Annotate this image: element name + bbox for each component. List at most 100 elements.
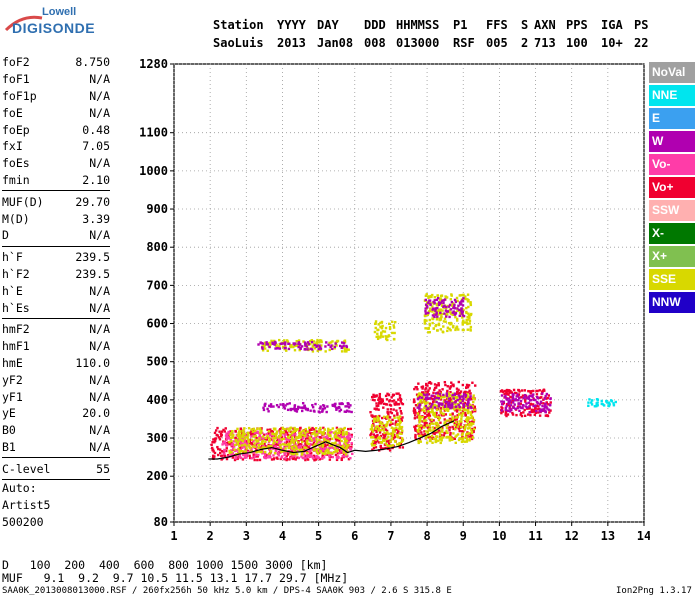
echo-point: [437, 382, 440, 385]
echo-point: [211, 448, 215, 452]
echo-point: [303, 446, 306, 449]
echo-point: [312, 454, 316, 458]
header-row1-cell: AXN: [534, 18, 556, 32]
echo-point: [523, 408, 526, 412]
echo-point: [239, 430, 242, 433]
echo-point: [418, 410, 421, 413]
echo-point: [287, 342, 290, 345]
echo-point: [587, 401, 590, 404]
echo-point: [350, 435, 353, 438]
param-row: foEs N/A: [2, 155, 110, 172]
echo-point: [447, 435, 450, 439]
echo-point: [451, 412, 454, 415]
echo-point: [273, 343, 276, 346]
echo-point: [326, 443, 329, 447]
echo-point: [588, 398, 591, 401]
echo-point: [383, 439, 386, 442]
echo-point: [468, 435, 471, 438]
echo-point: [345, 350, 348, 353]
echo-point: [511, 395, 515, 398]
header-row1-cell: YYYY: [277, 18, 306, 32]
header-row2-cell: 005: [486, 36, 508, 50]
echo-point: [455, 326, 459, 329]
echo-point: [258, 434, 261, 437]
echo-point: [434, 422, 438, 426]
echo-point: [371, 440, 375, 443]
echo-point: [536, 408, 539, 411]
echo-point: [401, 439, 405, 442]
echo-point: [451, 392, 455, 395]
echo-point: [434, 392, 438, 395]
echo-point: [222, 428, 225, 432]
echo-point: [241, 437, 245, 440]
echo-point: [383, 330, 387, 333]
echo-point: [445, 315, 448, 318]
echo-point: [309, 347, 312, 351]
echo-point: [431, 426, 435, 429]
echo-point: [376, 439, 379, 442]
echo-point: [517, 396, 521, 400]
echo-point: [439, 421, 442, 424]
param-row: MUF(D) 29.70: [2, 193, 110, 210]
param-value: N/A: [89, 88, 110, 103]
echo-point: [459, 412, 463, 415]
x-tick-label: 11: [528, 529, 542, 543]
echo-point: [293, 343, 296, 346]
echo-point: [447, 321, 451, 325]
echo-point: [517, 393, 521, 396]
echo-point: [534, 404, 537, 408]
echo-point: [278, 345, 281, 348]
header-row1-cell: IGA: [601, 18, 623, 32]
echo-point: [271, 342, 275, 346]
echo-point: [272, 405, 275, 408]
echo-point: [395, 403, 399, 406]
echo-point: [303, 348, 306, 351]
parameters-panel: foF2 8.750 foF1 N/A foF1p N/A foE N/A foEp 0.48 fx…: [2, 54, 110, 482]
echo-point: [396, 443, 399, 446]
echo-point: [308, 444, 311, 447]
echo-point: [230, 450, 233, 454]
echo-point: [448, 401, 451, 404]
echo-point: [210, 443, 213, 447]
echo-point: [267, 410, 270, 413]
echo-point: [251, 443, 254, 447]
echo-point: [416, 429, 420, 432]
echo-point: [429, 302, 432, 306]
echo-point: [395, 426, 398, 429]
echo-point: [278, 347, 282, 350]
echo-point: [545, 414, 548, 417]
x-tick-label: 6: [351, 529, 358, 543]
echo-point: [230, 439, 233, 443]
echo-point: [387, 443, 391, 446]
echo-point: [274, 437, 277, 440]
echo-point: [461, 321, 464, 325]
legend-item-vo-: Vo-: [649, 154, 695, 175]
echo-point: [248, 454, 251, 458]
echo-point: [278, 442, 282, 446]
echo-point: [384, 446, 387, 450]
echo-point: [510, 391, 514, 394]
echo-point: [394, 320, 397, 324]
echo-point: [399, 442, 403, 446]
echo-point: [436, 394, 440, 397]
echo-point: [326, 439, 330, 443]
echo-point: [395, 392, 398, 395]
echo-point: [298, 343, 302, 346]
echo-point: [439, 297, 442, 300]
echo-point: [510, 408, 513, 412]
echo-point: [549, 401, 552, 404]
param-name: fxI: [2, 139, 23, 154]
echo-point: [515, 413, 518, 417]
echo-point: [311, 350, 315, 353]
echo-point: [392, 399, 396, 402]
echo-point: [217, 453, 220, 457]
echo-point: [254, 438, 257, 442]
legend-item-w: W: [649, 131, 695, 152]
echo-point: [260, 450, 263, 453]
x-tick-label: 10: [492, 529, 506, 543]
echo-point: [267, 432, 270, 435]
echo-point: [340, 402, 343, 405]
echo-point: [464, 295, 467, 298]
param-name: foEs: [2, 156, 30, 171]
echo-point: [468, 426, 471, 430]
